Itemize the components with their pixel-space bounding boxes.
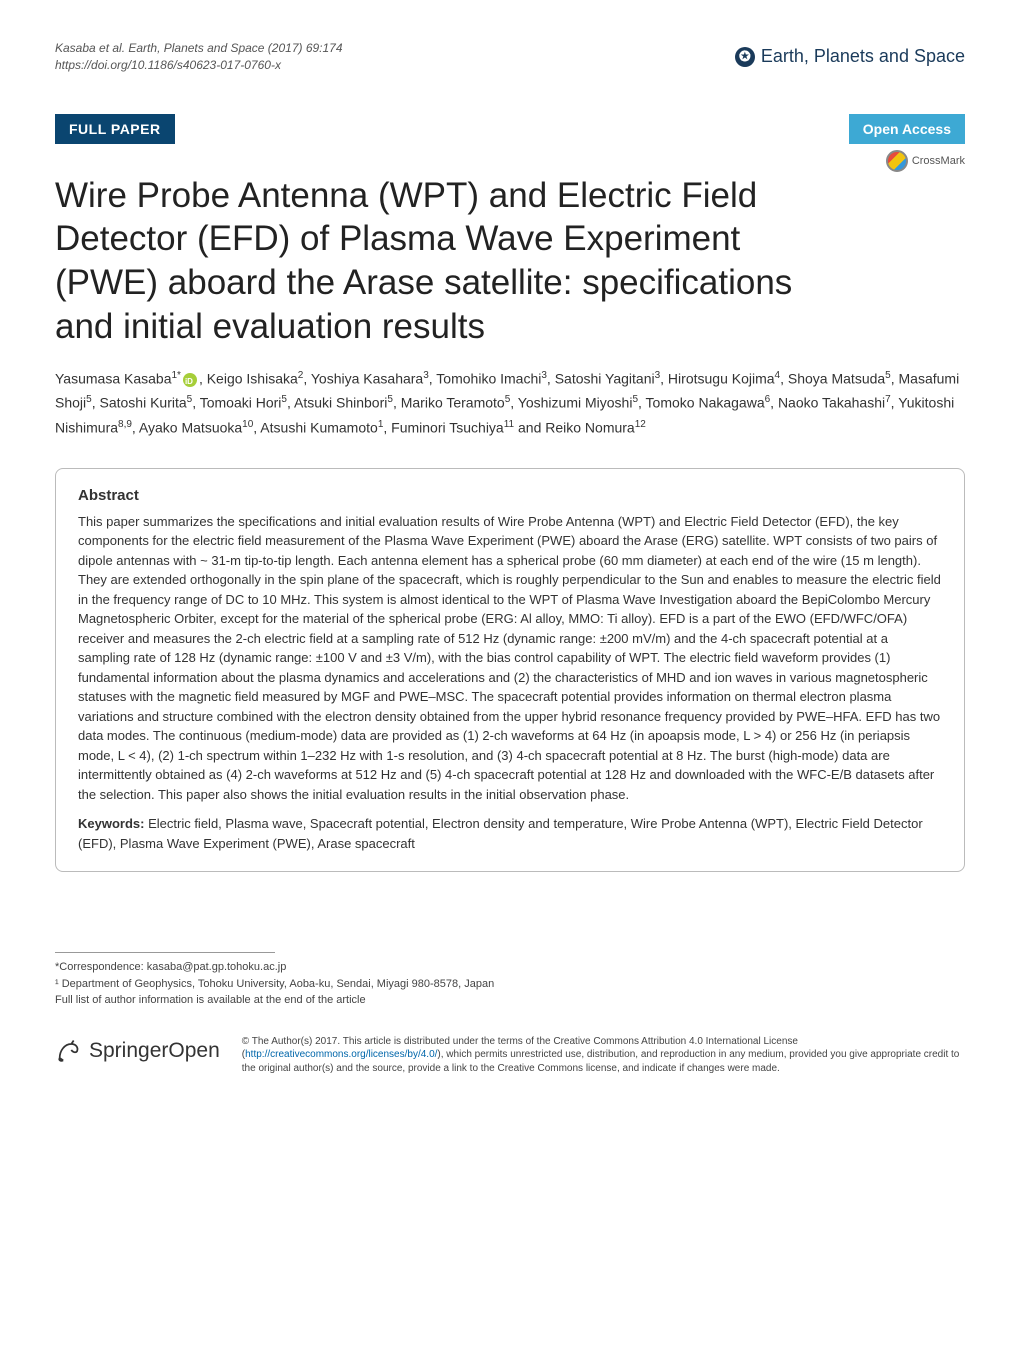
article-title: Wire Probe Antenna (WPT) and Electric Fi… (55, 174, 965, 349)
keywords-text: Electric field, Plasma wave, Spacecraft … (78, 816, 923, 851)
journal-brand-icon: ✪ (735, 47, 755, 67)
springer-label: Springer (89, 1039, 168, 1062)
full-author-list-note: Full list of author information is avail… (55, 992, 965, 1009)
abstract-box: Abstract This paper summarizes the speci… (55, 468, 965, 873)
keywords-block: Keywords: Electric field, Plasma wave, S… (78, 814, 942, 853)
open-access-badge: Open Access (849, 114, 965, 144)
keywords-label: Keywords: (78, 816, 144, 831)
affiliation: ¹ Department of Geophysics, Tohoku Unive… (55, 976, 965, 993)
crossmark-link[interactable]: CrossMark (886, 150, 965, 172)
citation-block: Kasaba et al. Earth, Planets and Space (… (55, 40, 343, 74)
springer-text: SpringerOpen (89, 1035, 220, 1067)
orcid-icon (183, 373, 197, 387)
abstract-body: This paper summarizes the specifications… (78, 512, 942, 805)
license-link[interactable]: http://creativecommons.org/licenses/by/4… (245, 1049, 437, 1060)
springer-logo: SpringerOpen (55, 1035, 220, 1067)
footer-rule (55, 952, 275, 953)
springer-open: Open (168, 1039, 219, 1062)
authors-list: Yasumasa Kasaba1*, Keigo Ishisaka2, Yosh… (55, 367, 965, 440)
citation-line1: Kasaba et al. Earth, Planets and Space (… (55, 40, 343, 57)
license-text: © The Author(s) 2017. This article is di… (242, 1035, 965, 1076)
journal-brand: ✪ Earth, Planets and Space (735, 46, 965, 67)
correspondence: *Correspondence: kasaba@pat.gp.tohoku.ac… (55, 959, 965, 976)
springer-horse-icon (55, 1037, 83, 1065)
abstract-heading: Abstract (78, 487, 942, 504)
citation-doi[interactable]: https://doi.org/10.1186/s40623-017-0760-… (55, 57, 343, 74)
publisher-row: SpringerOpen © The Author(s) 2017. This … (55, 1035, 965, 1076)
badge-row: FULL PAPER Open Access (55, 114, 965, 144)
header-row: Kasaba et al. Earth, Planets and Space (… (55, 40, 965, 74)
crossmark-row: CrossMark (55, 150, 965, 172)
crossmark-icon (886, 150, 908, 172)
journal-brand-text: Earth, Planets and Space (761, 46, 965, 67)
full-paper-badge: FULL PAPER (55, 114, 175, 144)
journal-brand-glyph: ✪ (739, 48, 751, 65)
crossmark-label: CrossMark (912, 155, 965, 167)
footer-block: *Correspondence: kasaba@pat.gp.tohoku.ac… (55, 952, 965, 1075)
